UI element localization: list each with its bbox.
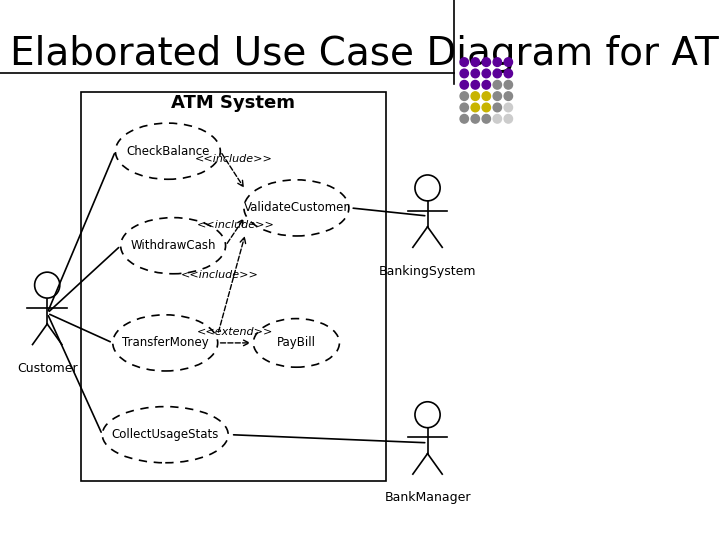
Text: Elaborated Use Case Diagram for ATM: Elaborated Use Case Diagram for ATM <box>11 35 720 73</box>
Circle shape <box>493 103 502 112</box>
Circle shape <box>482 80 490 89</box>
Circle shape <box>460 92 469 100</box>
Circle shape <box>504 114 513 123</box>
Circle shape <box>504 103 513 112</box>
Circle shape <box>460 114 469 123</box>
Text: TransferMoney: TransferMoney <box>122 336 209 349</box>
Circle shape <box>471 114 480 123</box>
Text: ValidateCustomer: ValidateCustomer <box>243 201 349 214</box>
Text: <<include>>: <<include>> <box>194 154 272 164</box>
Circle shape <box>504 69 513 78</box>
Text: <<extend>>: <<extend>> <box>197 327 273 337</box>
Text: CheckBalance: CheckBalance <box>126 145 210 158</box>
Circle shape <box>471 103 480 112</box>
Circle shape <box>460 103 469 112</box>
Text: <<include>>: <<include>> <box>180 271 258 280</box>
Circle shape <box>471 80 480 89</box>
Circle shape <box>460 80 469 89</box>
Circle shape <box>460 69 469 78</box>
Circle shape <box>482 103 490 112</box>
Text: BankingSystem: BankingSystem <box>379 265 477 278</box>
Circle shape <box>482 92 490 100</box>
Circle shape <box>493 69 502 78</box>
Text: BankManager: BankManager <box>384 491 471 504</box>
Text: WithdrawCash: WithdrawCash <box>130 239 216 252</box>
Text: ATM System: ATM System <box>171 94 295 112</box>
Text: Customer: Customer <box>17 362 78 375</box>
Circle shape <box>493 92 502 100</box>
Circle shape <box>471 58 480 66</box>
Circle shape <box>482 58 490 66</box>
Circle shape <box>504 80 513 89</box>
Circle shape <box>460 58 469 66</box>
Text: PayBill: PayBill <box>277 336 316 349</box>
Circle shape <box>504 92 513 100</box>
Text: CollectUsageStats: CollectUsageStats <box>112 428 219 441</box>
Circle shape <box>493 114 502 123</box>
Circle shape <box>482 114 490 123</box>
Circle shape <box>493 58 502 66</box>
Circle shape <box>471 69 480 78</box>
Circle shape <box>504 58 513 66</box>
Circle shape <box>493 80 502 89</box>
Text: <<include>>: <<include>> <box>197 220 275 230</box>
Circle shape <box>471 92 480 100</box>
Circle shape <box>482 69 490 78</box>
